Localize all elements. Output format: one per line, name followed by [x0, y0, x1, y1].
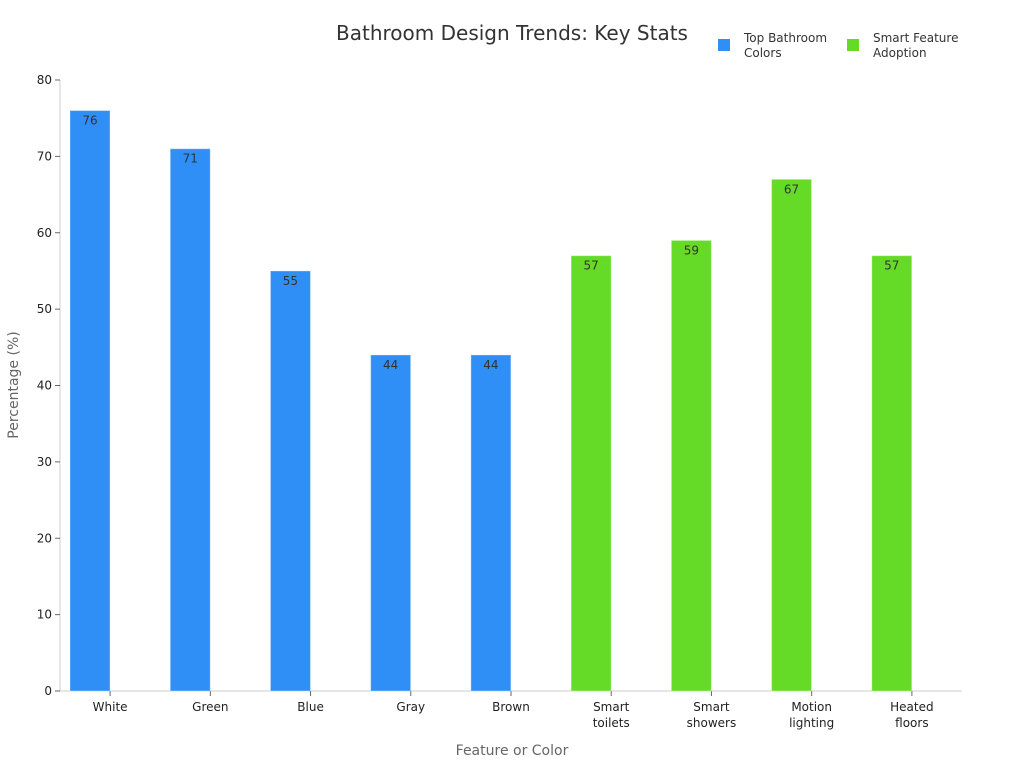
- bar-value-label: 76: [82, 114, 97, 128]
- x-axis: White Green Blue Gray Brown Smart toilets Smart…: [60, 690, 962, 730]
- x-tick-label: Gray: [396, 700, 425, 714]
- y-tick-label: 60: [37, 226, 52, 240]
- legend-item: Smart Feature Adoption: [847, 31, 958, 60]
- bar-value-label: 44: [483, 358, 498, 372]
- legend: Top Bathroom Colors Smart Feature Adoption: [718, 31, 958, 60]
- x-tick-label: Green: [192, 700, 228, 714]
- bar: [69, 110, 111, 692]
- bar: [169, 148, 211, 692]
- bar: [871, 255, 913, 692]
- x-tick-label: Heated floors: [890, 700, 933, 730]
- bar: [269, 270, 311, 692]
- y-tick-label: 20: [37, 531, 52, 545]
- y-tick-label: 50: [37, 302, 52, 316]
- y-tick-label: 10: [37, 608, 52, 622]
- bar: [771, 178, 813, 692]
- x-tick-label: Smart showers: [687, 700, 737, 730]
- bars: 76 71 55 44 44 57 59 67 57: [69, 110, 913, 692]
- bar-value-label: 44: [383, 358, 398, 372]
- x-axis-title: Feature or Color: [456, 743, 569, 759]
- y-tick-label: 0: [44, 684, 52, 698]
- legend-item: Top Bathroom Colors: [718, 31, 827, 60]
- bar-value-label: 67: [784, 182, 799, 196]
- bar-value-label: 59: [684, 243, 699, 257]
- x-tick-label: Motion lighting: [789, 700, 834, 730]
- bar-value-label: 55: [283, 274, 298, 288]
- y-tick-label: 80: [37, 73, 52, 87]
- legend-swatch: [718, 39, 730, 51]
- bar-value-label: 57: [583, 259, 598, 273]
- y-axis-title: Percentage (%): [6, 331, 22, 438]
- bar: [470, 354, 512, 692]
- y-axis: 0 10 20 30 40 50 60 70 80: [37, 73, 61, 698]
- bar: [570, 255, 612, 692]
- y-tick-label: 40: [37, 379, 52, 393]
- bar: [370, 354, 412, 692]
- x-tick-label: Blue: [297, 700, 324, 714]
- y-tick-label: 70: [37, 149, 52, 163]
- x-tick-label: White: [93, 700, 128, 714]
- legend-label: Smart Feature Adoption: [873, 31, 958, 60]
- y-tick-label: 30: [37, 455, 52, 469]
- chart-title: Bathroom Design Trends: Key Stats: [336, 21, 688, 45]
- legend-swatch: [847, 39, 859, 51]
- bar: [670, 239, 712, 692]
- bar-value-label: 57: [884, 259, 899, 273]
- x-tick-label: Smart toilets: [593, 700, 630, 730]
- x-tick-label: Brown: [492, 700, 530, 714]
- legend-label: Top Bathroom Colors: [743, 31, 827, 60]
- bar-value-label: 71: [183, 152, 198, 166]
